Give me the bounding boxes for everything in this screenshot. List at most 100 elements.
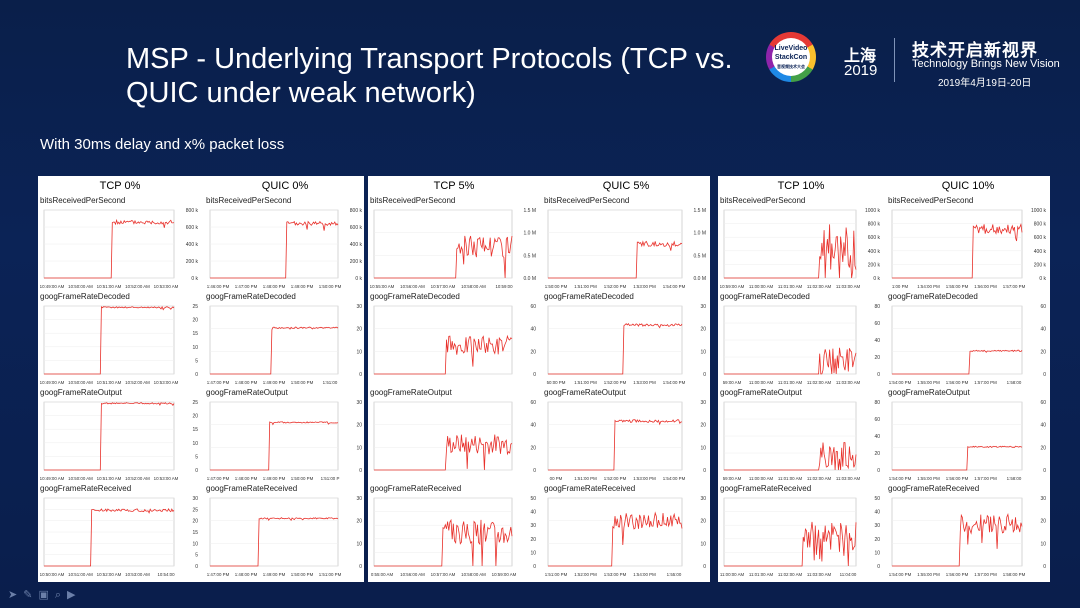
- x-tick-label: 1:51:00 P: [321, 476, 340, 481]
- series-line: [374, 518, 513, 567]
- x-tick-label: 1:54:00 PM: [663, 476, 686, 481]
- y-tick-label: 20: [530, 537, 536, 543]
- x-tick-label: 1:54:00 PM: [917, 284, 940, 289]
- y-tick-label: 200 k: [868, 262, 881, 268]
- livevideostackcon-logo-icon: LiveVideo StackCon 音视频技术大会: [766, 32, 816, 82]
- chart-metric-label: googFrameRateReceived: [40, 484, 132, 493]
- panel-loss-0: TCP 0% bitsReceivedPerSecond 800 k 600 k 400…: [38, 176, 364, 582]
- logo-year: 2019: [844, 62, 878, 79]
- series-line: [724, 521, 857, 567]
- x-tick-label: 10:59:00: [495, 284, 513, 289]
- group-title: TCP 5%: [433, 180, 475, 192]
- chart-plot-svg: 80 60 40 20 0 59:00 AM 11:00:00 AM 11:01:00 AM 1…: [723, 400, 881, 481]
- y-tick-label: 30: [356, 304, 362, 310]
- x-tick-label: 59:00 AM: [723, 476, 742, 481]
- y-tick-label: 0: [703, 468, 706, 474]
- x-tick-label: 1:51:00 PM: [574, 380, 597, 385]
- x-tick-label: 10:58:00 AM: [461, 284, 486, 289]
- x-tick-label: 11:03:00 AM: [836, 476, 861, 481]
- series-line: [892, 223, 1023, 279]
- x-tick-label: 10:53:00 AM: [154, 380, 179, 385]
- plot-frame: [547, 305, 683, 375]
- series-line: [724, 224, 857, 279]
- y-tick-label: 60: [530, 400, 536, 406]
- x-tick-label: 10:50:00 AM: [68, 476, 93, 481]
- chart-metric-label: googFrameRateOutput: [544, 388, 626, 397]
- x-tick-label: 59:00 AM: [723, 380, 742, 385]
- y-tick-label: 0: [195, 372, 198, 378]
- y-tick-label: 5: [195, 553, 198, 559]
- x-tick-label: 11:04:00: [840, 572, 857, 577]
- x-tick-label: 10:56:00 AM: [400, 572, 425, 577]
- x-tick-label: 10:58:00 AM: [461, 572, 486, 577]
- y-tick-label: 80: [874, 400, 880, 406]
- chart-googFrameRateDecoded: googFrameRateDecoded 60 40 20 0 1:54:00 PM 1:5…: [888, 292, 1048, 388]
- series-line: [374, 334, 513, 375]
- x-tick-label: 11:03:00 AM: [836, 284, 861, 289]
- x-tick-label: 11:02:00 AM: [778, 572, 803, 577]
- y-tick-label: 600 k: [186, 225, 199, 231]
- logo-divider: [894, 38, 895, 82]
- chart-metric-label: googFrameRateDecoded: [206, 292, 296, 301]
- x-tick-label: 1:51:00: [323, 380, 338, 385]
- y-tick-label: 10: [356, 349, 362, 355]
- pen-icon[interactable]: ✎: [23, 589, 39, 601]
- y-tick-label: 0: [1043, 564, 1046, 570]
- chart-plot-svg: 25 20 15 10 5 0 10:49:00 AM 10:50:00 AM 10:51:00…: [40, 304, 198, 385]
- x-tick-label: 1:55:00 PM: [946, 284, 969, 289]
- y-tick-label: 800 k: [350, 208, 363, 214]
- y-tick-label: 0: [877, 372, 880, 378]
- y-tick-label: 0 k: [1039, 276, 1046, 282]
- y-tick-label: 0: [195, 468, 198, 474]
- x-tick-label: 1:52:00 PM: [604, 380, 627, 385]
- plot-frame: [547, 497, 683, 567]
- x-tick-label: 1:53:00 PM: [633, 380, 656, 385]
- plot-frame: [723, 209, 857, 279]
- chart-plot-svg: 25 20 15 10 5 0 10:49:00 AM 10:50:00 AM 10:51:00…: [40, 400, 198, 481]
- y-tick-label: 10: [530, 550, 536, 556]
- chart-plot-svg: 30 25 20 15 10 5 0 10:50:00 AM 10:51:00 AM 10:52:…: [40, 496, 198, 577]
- y-tick-label: 0.5 M: [693, 253, 706, 259]
- y-tick-label: 1.0 M: [523, 231, 536, 237]
- chart-plot-svg: 800 k 600 k 400 k 200 k 0 k 1:46:00 PM 1:47:00…: [207, 208, 363, 289]
- chart-plot-svg: 30 20 10 0 00 PM 1:51:00 PM 1:52:00 PM 1:53:00 …: [547, 400, 706, 481]
- y-tick-label: 400 k: [186, 242, 199, 248]
- chart-plot-svg: 50 40 30 20 10 0 11:00:00 AM 11:01:00 AM 11:02:0…: [720, 496, 880, 577]
- slide-toolbar: ➤✎▣⌕▶: [8, 588, 81, 602]
- chart-metric-label: bitsReceivedPerSecond: [544, 196, 630, 205]
- chart-metric-label: bitsReceivedPerSecond: [206, 196, 292, 205]
- plot-frame: [43, 305, 175, 375]
- x-tick-label: 00 PM: [550, 476, 563, 481]
- x-tick-label: 1:49:00 PM: [291, 284, 314, 289]
- chart-metric-label: googFrameRateReceived: [544, 484, 636, 493]
- chart-googFrameRateReceived: googFrameRateReceived 30 25 20 15 10 5 0 10:50:0…: [40, 484, 200, 580]
- chart-metric-label: googFrameRateDecoded: [370, 292, 460, 301]
- x-tick-label: 1:51:00 PM: [574, 476, 597, 481]
- chart-bitsReceivedPerSecond: bitsReceivedPerSecond 1.5 M 1.0 M 0.5 M 0.0 …: [544, 196, 708, 292]
- x-tick-label: 11:02:00 AM: [807, 380, 832, 385]
- y-tick-label: 30: [356, 400, 362, 406]
- series-line: [44, 508, 175, 567]
- y-tick-label: 20: [874, 537, 880, 543]
- plot-frame: [373, 401, 513, 471]
- x-tick-label: 10:57:00 AM: [431, 572, 456, 577]
- x-tick-label: 1:58:00 PM: [1003, 572, 1026, 577]
- y-tick-label: 20: [700, 327, 706, 333]
- x-tick-label: 1:54:00 PM: [663, 284, 686, 289]
- y-tick-label: 800 k: [868, 222, 881, 228]
- x-tick-label: 11:01:00 AM: [749, 572, 774, 577]
- chart-plot-svg: 60 40 20 0: [373, 400, 536, 474]
- video-icon[interactable]: ▶: [67, 589, 82, 601]
- x-tick-label: 1:51:00 PM: [574, 284, 597, 289]
- chart-plot-svg: 30 20 10 0 1:54:00 PM 1:55:00 PM 1:56:00 PM 1:5…: [889, 496, 1046, 577]
- y-tick-label: 10: [192, 345, 198, 351]
- y-tick-label: 1.0 M: [693, 231, 706, 237]
- x-tick-label: 50:00 PM: [547, 380, 566, 385]
- chart-metric-label: bitsReceivedPerSecond: [888, 196, 974, 205]
- x-tick-label: 1:51:00 PM: [319, 572, 342, 577]
- y-tick-label: 600 k: [1034, 235, 1047, 241]
- arrow-icon[interactable]: ➤: [8, 589, 24, 601]
- x-tick-label: 10:52:00 AM: [125, 284, 150, 289]
- page-icon[interactable]: ▣: [38, 589, 55, 601]
- search-icon[interactable]: ⌕: [54, 589, 68, 601]
